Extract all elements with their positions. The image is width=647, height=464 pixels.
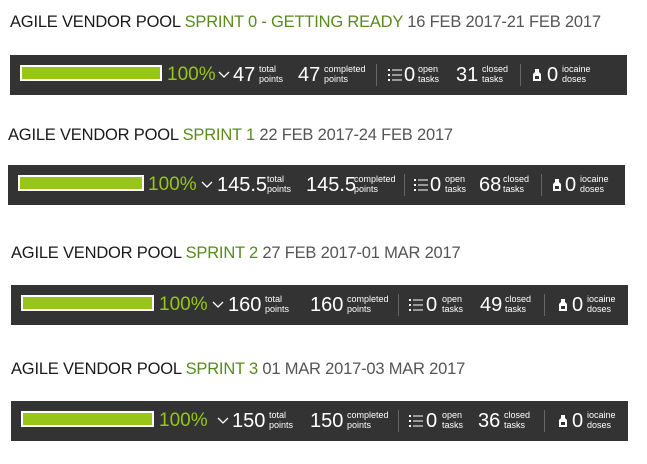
total-points-label: total points [267,174,292,194]
task-list-icon [409,299,423,311]
closed-tasks: 31 [456,64,479,86]
potion-bottle-icon [559,299,567,311]
sprint-title[interactable]: AGILE VENDOR POOL SPRINT 2 27 FEB 2017-0… [11,244,461,263]
iocaine-doses-label: iocaine doses [562,64,591,84]
total-points: 150 [232,410,266,432]
task-list-icon [414,179,428,191]
sprint-dates: 27 FEB 2017-01 MAR 2017 [262,244,461,262]
progress-fill [20,177,142,189]
total-points: 160 [228,294,262,316]
iocaine-doses-label: iocaine doses [587,410,616,430]
closed-tasks: 36 [478,410,501,432]
open-tasks: 0 [426,410,438,432]
separator [376,64,377,86]
separator [520,64,521,86]
progress-percent: 100% [148,174,197,195]
completed-points: 160 [310,294,344,316]
open-tasks: 0 [404,64,416,86]
closed-tasks-label: closed tasks [503,174,530,194]
chevron-down-icon[interactable] [217,414,229,426]
closed-tasks-label: closed tasks [482,64,509,84]
progress-fill [23,413,152,425]
sprint-title[interactable]: AGILE VENDOR POOL SPRINT 3 01 MAR 2017-0… [11,360,465,379]
team-name: AGILE VENDOR POOL [8,126,179,144]
open-tasks-label: open tasks [442,410,464,430]
sprint-dates: 22 FEB 2017-24 FEB 2017 [259,126,453,144]
chevron-down-icon[interactable] [218,68,230,80]
potion-bottle-icon [533,69,541,81]
team-name: AGILE VENDOR POOL [10,13,181,31]
team-name: AGILE VENDOR POOL [11,244,182,262]
sprint-summary-bar: 100% 160 total points 160 completed points… [11,285,628,325]
completed-points: 145.5 [306,174,357,196]
progress-fill [22,67,160,79]
progress-percent: 100% [167,64,216,85]
open-tasks-label: open tasks [418,64,440,84]
separator [541,174,542,196]
completed-points-label: completed points [347,410,389,430]
progress-bar [20,65,162,81]
open-tasks: 0 [430,174,442,196]
sprint-dates: 16 FEB 2017-21 FEB 2017 [407,13,601,31]
sprint-summary-bar: 100% 145.5 total points 145.5 completed po… [8,165,625,205]
open-tasks-label: open tasks [445,174,467,194]
closed-tasks-label: closed tasks [505,294,532,314]
progress-percent: 100% [159,410,208,431]
sprint-title[interactable]: AGILE VENDOR POOL SPRINT 1 22 FEB 2017-2… [8,126,453,145]
closed-tasks-label: closed tasks [504,410,531,430]
total-points: 145.5 [217,174,268,196]
iocaine-doses: 0 [547,64,559,86]
chevron-down-icon[interactable] [201,178,213,190]
chevron-down-icon[interactable] [212,298,224,310]
task-list-icon [388,69,402,81]
progress-bar [21,295,154,311]
progress-fill [23,297,152,309]
open-tasks: 0 [426,294,438,316]
sprint-title[interactable]: AGILE VENDOR POOL SPRINT 0 - GETTING REA… [10,13,601,32]
completed-points: 150 [310,410,344,432]
closed-tasks: 49 [480,294,503,316]
progress-percent: 100% [159,294,208,315]
sprint-summary-bar: 100% 150 total points 150 completed points… [11,401,628,441]
total-points-label: total points [259,64,284,84]
iocaine-doses-label: iocaine doses [580,174,609,194]
separator [544,410,545,432]
sprint-dates: 01 MAR 2017-03 MAR 2017 [262,360,466,378]
completed-points-label: completed points [324,64,366,84]
potion-bottle-icon [559,415,567,427]
open-tasks-label: open tasks [442,294,464,314]
sprint-name: SPRINT 2 [185,244,259,262]
completed-points-label: completed points [347,294,389,314]
total-points: 47 [233,64,256,86]
separator [398,294,399,316]
task-list-icon [409,415,423,427]
potion-bottle-icon [553,179,561,191]
sprint-name: SPRINT 1 [182,126,256,144]
sprint-summary-bar: 100% 47 total points 47 completed points 0… [10,55,627,95]
total-points-label: total points [269,410,294,430]
iocaine-doses: 0 [572,294,584,316]
team-name: AGILE VENDOR POOL [11,360,182,378]
total-points-label: total points [265,294,290,314]
separator [404,174,405,196]
completed-points: 47 [298,64,321,86]
separator [398,410,399,432]
iocaine-doses: 0 [572,410,584,432]
sprint-name: SPRINT 0 - GETTING READY [184,13,403,31]
progress-bar [18,175,144,191]
completed-points-label: completed points [354,174,396,194]
closed-tasks: 68 [479,174,502,196]
iocaine-doses-label: iocaine doses [587,294,616,314]
separator [544,294,545,316]
sprint-name: SPRINT 3 [185,360,259,378]
progress-bar [21,411,154,427]
iocaine-doses: 0 [565,174,577,196]
